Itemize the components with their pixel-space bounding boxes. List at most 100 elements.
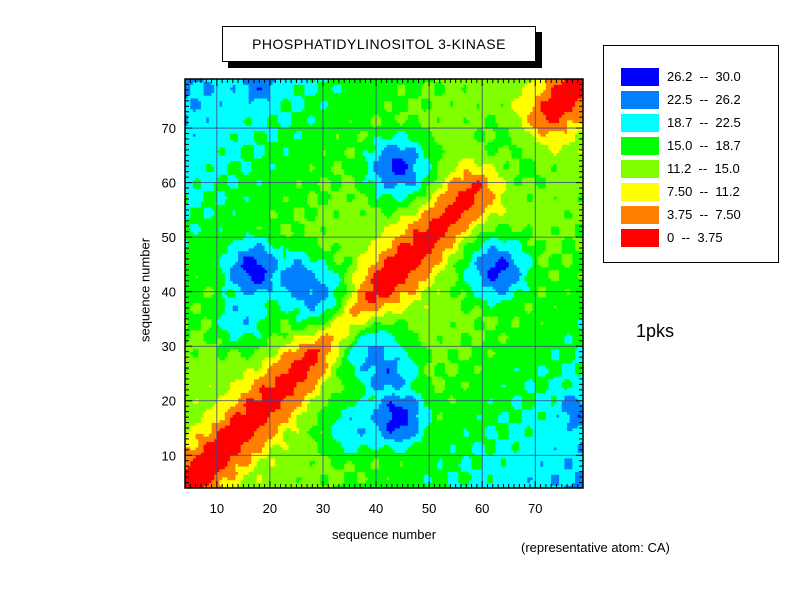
heatmap-cell (193, 161, 196, 164)
heatmap-cell (190, 442, 193, 445)
heatmap-cell (206, 185, 209, 188)
heatmap-cell (190, 379, 193, 382)
heatmap-cell (204, 183, 207, 186)
heatmap-cell (212, 412, 215, 415)
heatmap-cell (193, 262, 196, 265)
heatmap-cell (196, 308, 199, 311)
heatmap-cell (204, 305, 207, 308)
heatmap-cell (206, 414, 209, 417)
heatmap-cell (201, 373, 204, 376)
heatmap-cell (196, 393, 199, 396)
heatmap-cell (196, 349, 199, 352)
heatmap-cell (201, 161, 204, 164)
heatmap-cell (212, 450, 215, 453)
heatmap-cell (198, 319, 201, 322)
heatmap-cell (196, 286, 199, 289)
heatmap-cell (212, 210, 215, 213)
heatmap-cell (206, 128, 209, 131)
heatmap-cell (209, 313, 212, 316)
heatmap-cell (201, 458, 204, 461)
heatmap-cell (198, 442, 201, 445)
heatmap-cell (196, 256, 199, 259)
heatmap-cell (193, 174, 196, 177)
heatmap-cell (196, 444, 199, 447)
heatmap-cell (206, 215, 209, 218)
heatmap-cell (212, 93, 215, 96)
heatmap-cell (190, 352, 193, 355)
heatmap-cell (201, 442, 204, 445)
heatmap-cell (212, 357, 215, 360)
heatmap-cell (190, 316, 193, 319)
heatmap-cell (206, 352, 209, 355)
heatmap-cell (204, 188, 207, 191)
heatmap-cell (190, 300, 193, 303)
heatmap-cell (212, 281, 215, 284)
heatmap-cell (196, 245, 199, 248)
heatmap-cell (209, 221, 212, 224)
heatmap-cell (204, 461, 207, 464)
heatmap-cell (206, 346, 209, 349)
heatmap-cell (190, 144, 193, 147)
heatmap-cell (217, 390, 220, 393)
heatmap-cell (206, 166, 209, 169)
heatmap-cell (206, 305, 209, 308)
heatmap-cell (209, 204, 212, 207)
heatmap-cell (212, 275, 215, 278)
heatmap-cell (209, 311, 212, 314)
heatmap-cell (201, 101, 204, 104)
heatmap-cell (204, 357, 207, 360)
heatmap-cell (206, 469, 209, 472)
heatmap-cell (190, 207, 193, 210)
heatmap-cell (204, 136, 207, 139)
heatmap-cell (206, 379, 209, 382)
heatmap-cell (217, 256, 220, 259)
heatmap-cell (212, 147, 215, 150)
heatmap-cell (193, 281, 196, 284)
heatmap-cell (204, 439, 207, 442)
heatmap-cell (198, 463, 201, 466)
heatmap-cell (209, 237, 212, 240)
heatmap-cell (190, 204, 193, 207)
heatmap-cell (193, 433, 196, 436)
heatmap-cell (196, 204, 199, 207)
heatmap-cell (196, 346, 199, 349)
heatmap-cell (193, 210, 196, 213)
heatmap-cell (212, 417, 215, 420)
heatmap-cell (193, 204, 196, 207)
heatmap-cell (193, 172, 196, 175)
heatmap-cell (217, 346, 220, 349)
heatmap-cell (209, 240, 212, 243)
heatmap-cell (198, 423, 201, 426)
heatmap-cell (212, 431, 215, 434)
heatmap-cell (206, 447, 209, 450)
heatmap-cell (217, 335, 220, 338)
heatmap-cell (204, 373, 207, 376)
heatmap-cell (198, 123, 201, 126)
heatmap-cell (198, 259, 201, 262)
heatmap-cell (206, 294, 209, 297)
heatmap-cell (217, 147, 220, 150)
heatmap-cell (209, 455, 212, 458)
heatmap-cell (217, 166, 220, 169)
heatmap-cell (201, 273, 204, 276)
heatmap-cell (206, 308, 209, 311)
heatmap-cell (204, 174, 207, 177)
heatmap-cell (196, 313, 199, 316)
heatmap-cell (201, 136, 204, 139)
heatmap-cell (212, 477, 215, 480)
heatmap-cell (190, 431, 193, 434)
heatmap-cell (201, 188, 204, 191)
heatmap-cell (206, 322, 209, 325)
heatmap-cell (201, 213, 204, 216)
heatmap-cell (193, 106, 196, 109)
heatmap-cell (212, 117, 215, 120)
heatmap-cell (212, 341, 215, 344)
heatmap-cell (190, 368, 193, 371)
heatmap-cell (190, 308, 193, 311)
heatmap-cell (193, 363, 196, 366)
heatmap-cell (206, 442, 209, 445)
heatmap-cell (190, 131, 193, 134)
heatmap-cell (206, 243, 209, 246)
heatmap-cell (209, 202, 212, 205)
heatmap-cell (193, 357, 196, 360)
